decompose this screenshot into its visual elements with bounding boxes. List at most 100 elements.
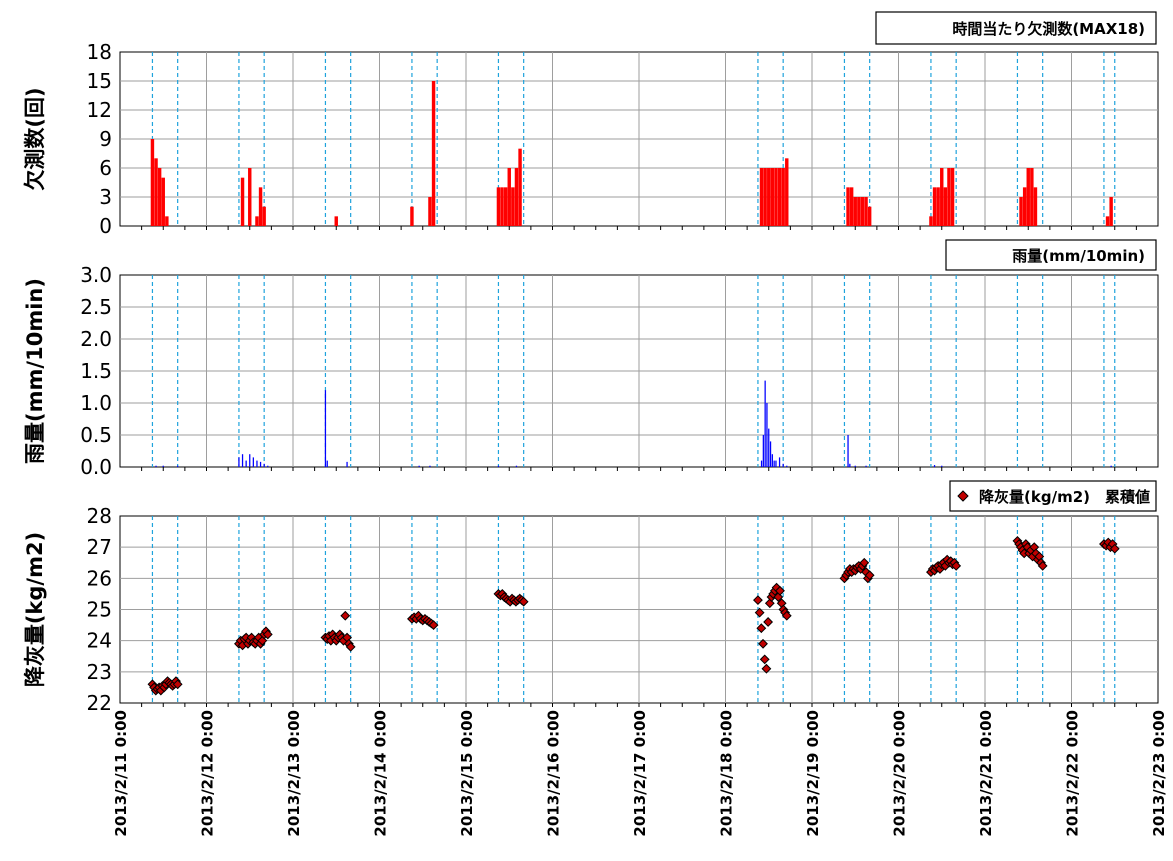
missing-count-bar — [770, 168, 775, 226]
rainfall-bar — [1110, 465, 1112, 467]
missing-count-bar — [767, 168, 771, 226]
rainfall-bar — [238, 457, 240, 467]
rainfall-bar — [267, 465, 269, 467]
missing-count-bar — [503, 187, 508, 226]
rainfall-bar — [865, 465, 867, 467]
missing-count-bar — [781, 168, 785, 226]
rainfall-bar — [933, 465, 936, 467]
ash-point — [781, 610, 792, 621]
missing-count-bar — [774, 168, 778, 226]
ash-point — [859, 557, 870, 568]
missing-count-bar — [1109, 197, 1113, 226]
rainfall-bar — [177, 465, 179, 467]
legend-marker — [957, 490, 969, 502]
missing-count-bar — [240, 177, 245, 226]
missing-count-bar — [334, 216, 338, 226]
rainfall-bar — [778, 457, 781, 467]
rainfall-bar — [259, 461, 262, 467]
missing-count-bar — [507, 168, 511, 226]
rainfall-bar — [769, 441, 772, 467]
missing-count-bar — [1026, 168, 1030, 226]
x-tick-label: 2013/2/16 0:00 — [545, 710, 563, 837]
missing-count-bar — [849, 187, 854, 226]
missing-count-bar — [940, 168, 944, 226]
y-tick-label: 3.0 — [80, 263, 112, 287]
missing-count-bar — [932, 187, 937, 226]
y-tick-label: 15 — [87, 69, 112, 93]
rainfall-bar — [847, 435, 849, 467]
rainfall-bar — [849, 463, 851, 467]
y-axis-title: 降灰量(kg/m2) — [23, 532, 47, 687]
missing-count-bar — [763, 168, 767, 226]
missing-count-bar — [262, 206, 266, 226]
ash-point — [345, 641, 356, 652]
missing-count-bar — [1033, 187, 1038, 226]
missing-count-bar — [929, 216, 933, 226]
rainfall-bar — [766, 403, 768, 467]
missing-count-bar — [511, 187, 515, 226]
y-tick-label: 0.5 — [80, 423, 112, 447]
missing-count-bar — [428, 197, 432, 226]
ash-point — [1037, 560, 1048, 571]
missing-count-bar — [860, 197, 865, 226]
y-tick-label: 0 — [99, 214, 112, 238]
legend-box — [875, 11, 1157, 45]
y-tick-label: 9 — [99, 127, 112, 151]
rainfall-bar — [346, 461, 348, 467]
missing-count-bar — [248, 168, 252, 226]
panel-missing: 0 3 6 9 12 15 18 欠測数(回) — [23, 40, 1159, 238]
missing-count-bar — [154, 158, 158, 226]
rainfall-bar — [854, 465, 856, 467]
x-tick-label: 2013/2/21 0:00 — [977, 710, 995, 837]
rainfall-bar — [162, 465, 164, 467]
ash-point — [340, 610, 351, 621]
missing-count-bar — [947, 168, 951, 226]
missing-count-bar — [777, 168, 782, 226]
ash-point — [775, 585, 785, 596]
missing-count-bar — [857, 197, 861, 226]
rainfall-bar — [768, 428, 770, 467]
x-tick-label: 2013/2/15 0:00 — [458, 710, 476, 837]
missing-count-bar — [846, 187, 850, 226]
x-tick-label: 2013/2/12 0:00 — [199, 710, 217, 837]
rainfall-bar — [782, 463, 784, 467]
rainfall-bar — [515, 465, 518, 467]
x-tick-label: 2013/2/22 0:00 — [1064, 710, 1082, 837]
x-tick-label: 2013/2/17 0:00 — [631, 710, 649, 837]
rainfall-bar — [418, 465, 420, 467]
rainfall-bar — [429, 465, 431, 467]
rainfall-bar — [773, 460, 775, 467]
rainfall-bar — [263, 463, 265, 467]
ash-point — [763, 617, 774, 627]
ash-point — [754, 607, 765, 618]
rainfall-bar — [497, 465, 500, 467]
x-axis-labels: 2013/2/11 0:00 2013/2/12 0:00 2013/2/13 0:… — [112, 710, 1168, 837]
ash-point — [951, 560, 962, 571]
missing-count-bar — [1019, 197, 1023, 226]
ash-point — [257, 635, 268, 646]
y-tick-label: 0.0 — [80, 455, 112, 479]
y-tick-label: 2.0 — [80, 327, 112, 351]
rainfall-bar — [760, 460, 763, 467]
y-tick-label: 27 — [87, 535, 112, 559]
missing-count-bar — [864, 197, 868, 226]
missing-count-bar — [936, 187, 940, 226]
x-tick-label: 2013/2/13 0:00 — [285, 710, 303, 837]
legend-label: 降灰量(kg/m2) 累積値 — [979, 488, 1150, 506]
missing-count-bar — [431, 81, 436, 226]
missing-count-bar — [943, 187, 948, 226]
x-tick-label: 2013/2/23 0:00 — [1150, 710, 1168, 837]
y-tick-label: 6 — [99, 156, 112, 180]
missing-count-bar — [785, 158, 789, 226]
y-tick-label: 26 — [87, 566, 112, 590]
ash-point — [758, 638, 768, 649]
missing-count-bar — [410, 206, 414, 226]
rainfall-bar — [155, 465, 157, 467]
missing-count-bar — [165, 216, 169, 226]
ash-point — [1109, 543, 1120, 554]
missing-count-bar — [514, 168, 519, 226]
rainfall-bar — [241, 454, 244, 467]
missing-count-bar — [258, 187, 263, 226]
rainfall-bar — [764, 380, 766, 467]
rainfall-bar — [326, 460, 328, 467]
